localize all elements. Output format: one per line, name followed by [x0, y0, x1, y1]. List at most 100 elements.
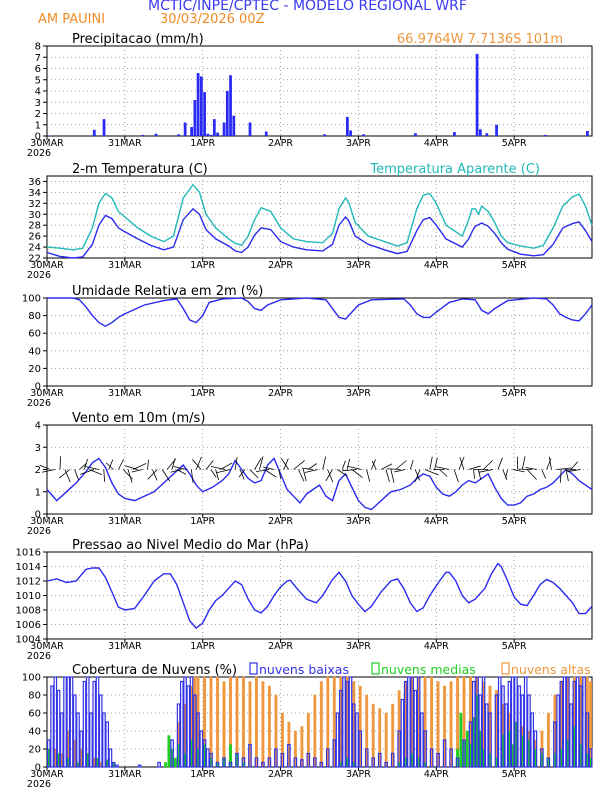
- wind-arrow: [366, 469, 371, 482]
- y-tick-label: 0: [35, 510, 41, 521]
- precip-bar: [232, 115, 236, 136]
- wind-arrow: [83, 458, 88, 470]
- y-tick-label: 80: [28, 691, 41, 702]
- cloud-bar-low: [105, 721, 110, 768]
- wind-arrow: [385, 469, 390, 482]
- x-tick-label: 5APR: [502, 388, 527, 399]
- wind-arrow: [215, 469, 219, 481]
- precip-bar: [177, 134, 181, 136]
- wind-arrow: [255, 469, 270, 473]
- precip-bar: [190, 127, 193, 136]
- wind-arrow: [171, 458, 176, 470]
- wind-arrow: [394, 469, 406, 473]
- x-tick-label: 3APR: [346, 260, 371, 271]
- legend-swatch: [371, 662, 380, 675]
- x-year-label: 2026: [27, 270, 51, 281]
- y-tick-label: 30: [28, 210, 41, 221]
- wind-arrow: [525, 467, 537, 470]
- precip-bar: [229, 75, 232, 136]
- y-tick-label: 60: [28, 329, 41, 340]
- precip-bar: [203, 92, 206, 136]
- cloud-bar-high: [384, 712, 388, 768]
- panel-title: 2-m Temperatura (C): [72, 162, 208, 177]
- cloud-bar-low: [82, 680, 87, 768]
- x-tick-label: 1APR: [190, 641, 215, 652]
- cloud-bar-low: [342, 676, 346, 768]
- cloud-bar-low: [351, 703, 356, 768]
- x-year-label: 2026: [27, 651, 51, 662]
- y-tick-label: 2: [35, 465, 41, 476]
- cloud-bar-low: [306, 752, 311, 768]
- cloud-bar-low: [215, 761, 220, 768]
- wind-arrow: [161, 469, 171, 482]
- cloud-bar-low: [553, 721, 557, 768]
- cloud-bar-low: [481, 676, 486, 768]
- wind-arrow: [278, 469, 282, 480]
- precip-bar: [485, 133, 489, 136]
- precip-bar: [141, 134, 145, 136]
- precip-bar: [586, 130, 589, 136]
- wind-arrow: [429, 456, 433, 470]
- y-tick-label: 40: [28, 727, 41, 738]
- cloud-bar-low: [358, 730, 363, 768]
- wind-arrow: [414, 469, 421, 482]
- wind-arrow: [548, 456, 552, 470]
- wind-arrow: [283, 458, 289, 470]
- precip-bar: [222, 122, 226, 136]
- legend-swatch: [501, 662, 510, 675]
- y-tick-label: 26: [28, 232, 41, 243]
- panel-1: [43, 45, 593, 140]
- x-tick-label: 31MAR: [108, 138, 142, 149]
- x-tick-label: 4APR: [424, 388, 449, 399]
- precip-bar: [216, 132, 219, 136]
- y-tick-label: 4: [35, 87, 41, 98]
- cloud-bar-low: [510, 676, 515, 768]
- cloud-bar-low: [69, 676, 74, 768]
- y-tick-label: 0: [35, 132, 41, 143]
- cloud-bar-low: [556, 694, 560, 768]
- y-tick-label: 1008: [16, 606, 41, 617]
- wind-arrow: [238, 469, 246, 478]
- cloud-bar-low: [494, 694, 499, 768]
- precip-bar: [183, 122, 187, 136]
- wind-arrow: [64, 469, 71, 483]
- x-tick-label: 30MAR: [30, 260, 64, 271]
- series-line: [46, 457, 593, 511]
- cloud-bar-low: [319, 761, 324, 768]
- wind-arrow: [371, 460, 377, 470]
- cloud-bar-low: [335, 712, 340, 768]
- cloud-bar-low: [222, 757, 226, 768]
- cloud-bar-low: [588, 748, 593, 768]
- precip-bar: [475, 53, 479, 136]
- cloud-bar-low: [497, 676, 502, 768]
- wind-arrow: [210, 469, 217, 478]
- x-tick-label: 2APR: [268, 388, 293, 399]
- y-tick-label: 80: [28, 311, 41, 322]
- cloud-bar-low: [53, 676, 58, 768]
- x-tick-label: 31MAR: [108, 769, 142, 780]
- x-tick-label: 5APR: [502, 641, 527, 652]
- cloud-bar-low: [102, 712, 106, 768]
- x-tick-label: 1APR: [190, 388, 215, 399]
- precip-bar: [212, 119, 216, 136]
- precip-bar: [193, 100, 197, 136]
- wind-arrow: [125, 465, 138, 470]
- y-tick-label: 7: [35, 53, 41, 64]
- cloud-bar-low: [313, 757, 317, 768]
- wind-arrow: [570, 461, 578, 470]
- y-tick-label: 5: [35, 75, 41, 86]
- wind-arrow: [127, 469, 133, 483]
- legend-label: nuvens baixas: [259, 662, 349, 677]
- x-tick-label: 4APR: [424, 641, 449, 652]
- panel-2: [43, 175, 593, 262]
- wind-arrow: [505, 469, 509, 479]
- cloud-bar-low: [540, 748, 544, 768]
- y-tick-label: 24: [28, 243, 41, 254]
- precip-bar: [453, 132, 456, 136]
- wind-arrow: [190, 469, 194, 483]
- cloud-bar-low: [575, 676, 580, 768]
- cloud-bar-low: [514, 676, 518, 768]
- panel-6: [43, 662, 593, 771]
- cloud-bar-low: [566, 676, 570, 768]
- precip-bar: [414, 133, 417, 136]
